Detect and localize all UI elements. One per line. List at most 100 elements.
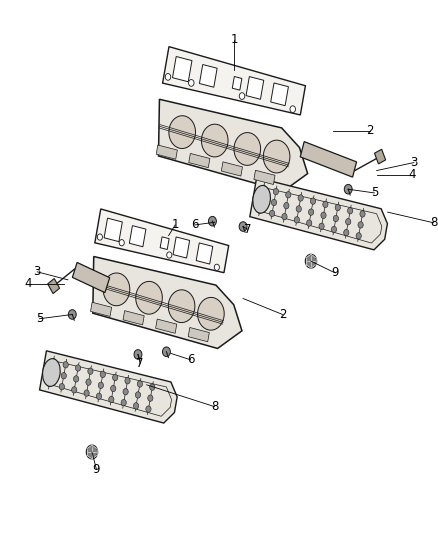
Circle shape [125, 377, 130, 384]
Polygon shape [129, 225, 146, 247]
Circle shape [134, 402, 139, 409]
Text: 3: 3 [410, 156, 417, 169]
Polygon shape [168, 290, 195, 322]
Text: 3: 3 [34, 265, 41, 278]
Circle shape [239, 93, 245, 99]
Circle shape [347, 207, 353, 214]
Circle shape [272, 199, 277, 206]
Circle shape [113, 374, 118, 381]
Circle shape [331, 226, 336, 232]
Circle shape [333, 215, 339, 222]
Polygon shape [39, 351, 177, 423]
Circle shape [305, 254, 317, 268]
Circle shape [61, 373, 67, 379]
Circle shape [51, 358, 56, 365]
Text: 8: 8 [430, 216, 437, 229]
Circle shape [273, 188, 279, 195]
Circle shape [63, 361, 68, 368]
Circle shape [146, 406, 151, 412]
Ellipse shape [42, 359, 60, 386]
Circle shape [59, 383, 64, 390]
Circle shape [311, 198, 316, 204]
Circle shape [298, 195, 303, 201]
Text: 4: 4 [25, 277, 32, 290]
Polygon shape [93, 256, 242, 349]
Circle shape [74, 376, 79, 382]
Circle shape [323, 201, 328, 207]
Text: 5: 5 [371, 187, 378, 199]
Circle shape [134, 350, 142, 359]
Circle shape [86, 445, 98, 459]
Circle shape [290, 106, 296, 112]
Text: 7: 7 [244, 223, 251, 236]
Text: 1: 1 [230, 34, 238, 46]
Polygon shape [196, 243, 213, 264]
Circle shape [135, 392, 141, 398]
Polygon shape [159, 99, 307, 191]
Circle shape [308, 209, 314, 215]
Circle shape [68, 310, 76, 319]
Polygon shape [173, 237, 190, 258]
Circle shape [71, 386, 77, 393]
Circle shape [269, 210, 275, 216]
Polygon shape [95, 209, 229, 273]
Circle shape [162, 347, 170, 357]
Circle shape [214, 264, 219, 270]
Polygon shape [250, 177, 388, 250]
Circle shape [356, 232, 361, 239]
Circle shape [360, 211, 365, 217]
Circle shape [259, 196, 264, 203]
Circle shape [137, 381, 142, 387]
Circle shape [121, 399, 126, 406]
Text: 7: 7 [136, 357, 144, 370]
Circle shape [335, 204, 340, 211]
Polygon shape [136, 281, 162, 314]
Text: 2: 2 [366, 124, 374, 137]
Polygon shape [300, 142, 357, 177]
Circle shape [47, 380, 52, 386]
Circle shape [319, 223, 324, 229]
Polygon shape [271, 83, 289, 106]
Polygon shape [232, 77, 242, 90]
Circle shape [165, 74, 171, 80]
Circle shape [208, 216, 216, 226]
Circle shape [321, 212, 326, 219]
Polygon shape [173, 56, 192, 82]
Circle shape [257, 207, 262, 213]
Ellipse shape [253, 185, 270, 213]
Circle shape [88, 368, 93, 374]
Text: 2: 2 [279, 308, 286, 321]
Polygon shape [72, 262, 110, 293]
Polygon shape [234, 133, 261, 165]
Polygon shape [198, 297, 224, 330]
Polygon shape [263, 140, 290, 173]
Polygon shape [189, 154, 210, 168]
Polygon shape [162, 46, 305, 115]
Circle shape [344, 184, 352, 194]
Circle shape [96, 393, 102, 399]
Polygon shape [103, 273, 130, 306]
Polygon shape [156, 145, 177, 159]
Circle shape [119, 240, 124, 246]
Text: 6: 6 [191, 219, 199, 231]
Circle shape [358, 222, 363, 228]
Text: 1: 1 [171, 219, 179, 231]
Polygon shape [155, 319, 177, 333]
Circle shape [100, 371, 106, 377]
Circle shape [296, 206, 301, 212]
Text: 9: 9 [92, 463, 100, 475]
Text: 6: 6 [187, 353, 194, 366]
Circle shape [49, 369, 54, 376]
Circle shape [282, 213, 287, 220]
Polygon shape [91, 302, 112, 317]
Circle shape [307, 220, 312, 226]
Polygon shape [254, 170, 275, 184]
Circle shape [286, 191, 291, 198]
Circle shape [75, 365, 81, 371]
Polygon shape [104, 218, 122, 241]
Circle shape [150, 384, 155, 390]
Circle shape [294, 216, 300, 223]
Circle shape [84, 390, 89, 396]
Circle shape [261, 185, 266, 191]
Text: 5: 5 [36, 312, 43, 325]
